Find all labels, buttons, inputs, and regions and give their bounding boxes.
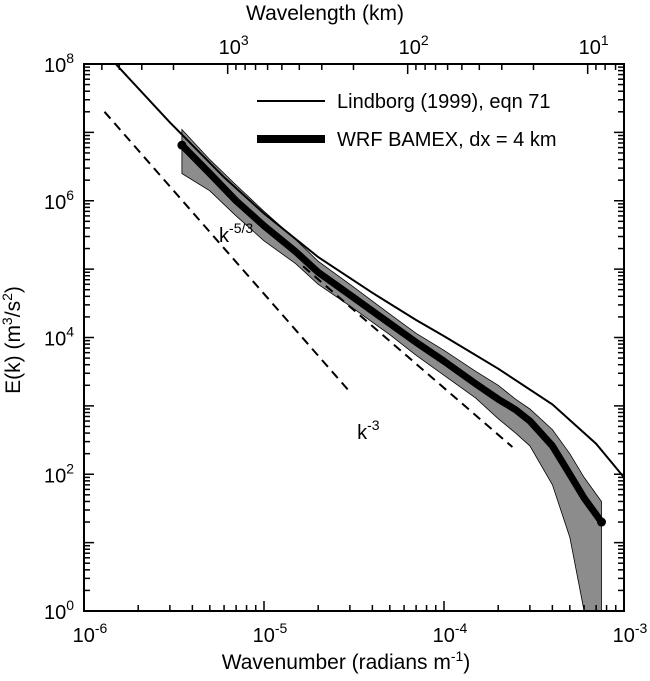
legend: Lindborg (1999), eqn 71 WRF BAMEX, dx = … — [257, 91, 556, 151]
reference-line-k-3 — [103, 111, 351, 393]
series-line-wrf — [178, 141, 605, 526]
series-line-lindborg — [114, 64, 624, 479]
x-tick-label-base: 10 — [73, 625, 95, 647]
x-tick-label-exp: -4 — [455, 620, 468, 636]
legend-label-thin: Lindborg (1999), eqn 71 — [337, 91, 551, 113]
top-tick-label-exp: 2 — [421, 32, 429, 48]
y-tick-label: 102 — [44, 460, 74, 487]
top-tick-label-exp: 1 — [601, 32, 609, 48]
x-axis-title-end: ) — [463, 651, 470, 674]
y-tick-label-base: 10 — [44, 55, 66, 77]
x-tick-label: 10-3 — [613, 620, 648, 647]
series-start-point — [177, 140, 187, 150]
y-tick-label: 108 — [44, 50, 74, 77]
y-tick-label-base: 10 — [44, 602, 66, 624]
y-tick-label-exp: 0 — [66, 597, 74, 613]
annotation-exp: -5/3 — [229, 220, 253, 236]
annotation-label: k-5/3 — [219, 220, 253, 247]
x-axis-title-sup: -1 — [451, 648, 464, 664]
y-tick-label: 106 — [44, 187, 74, 214]
y-axis-title-sup2: 2 — [0, 293, 15, 301]
y-axis-title-main: E(k) (m — [2, 325, 25, 394]
reference-line-k-5-3 — [302, 265, 514, 448]
x-tick-label-exp: -6 — [95, 620, 108, 636]
top-tick-label-exp: 3 — [241, 32, 249, 48]
x-tick-label: 10-4 — [433, 620, 468, 647]
x-tick-label-base: 10 — [253, 625, 275, 647]
y-axis-title-mid: /s — [2, 301, 25, 317]
annotation-base: k — [357, 422, 368, 444]
uncertainty-band — [181, 128, 602, 611]
x-axis-title: Wavenumber (radians m-1) — [222, 648, 471, 674]
plot-layer — [103, 64, 624, 611]
y-axis-title: E(k) (m3/s2) — [0, 286, 25, 394]
top-tick-label: 101 — [579, 32, 609, 59]
x-axis-title-main: Wavenumber (radians m — [222, 651, 451, 674]
y-tick-label: 104 — [44, 324, 74, 351]
top-axis-title: Wavelength (km) — [246, 2, 404, 25]
x-tick-label-base: 10 — [613, 625, 635, 647]
x-tick-label: 10-6 — [73, 620, 108, 647]
y-tick-label-base: 10 — [44, 192, 66, 214]
x-tick-label-exp: -5 — [275, 620, 288, 636]
y-tick-label-exp: 8 — [66, 50, 74, 66]
y-tick-label-exp: 6 — [66, 187, 74, 203]
x-tick-label-base: 10 — [433, 625, 455, 647]
y-tick-label-base: 10 — [44, 329, 66, 351]
top-tick-label: 103 — [219, 32, 249, 59]
top-tick-label-base: 10 — [579, 37, 601, 59]
y-axis-title-end: ) — [2, 286, 25, 293]
x-tick-label-exp: -3 — [635, 620, 648, 636]
y-tick-label-base: 10 — [44, 465, 66, 487]
series-end-point — [597, 517, 607, 527]
top-tick-label: 102 — [399, 32, 429, 59]
annotation-base: k — [219, 225, 230, 247]
annotation-exp: -3 — [367, 417, 380, 433]
y-tick-label-exp: 4 — [66, 324, 74, 340]
y-tick-label: 100 — [44, 597, 74, 624]
top-tick-label-base: 10 — [399, 37, 421, 59]
y-axis-title-sup1: 3 — [0, 317, 15, 325]
annotation-label: k-3 — [357, 417, 380, 444]
legend-label-thick: WRF BAMEX, dx = 4 km — [337, 129, 556, 151]
y-tick-label-exp: 2 — [66, 460, 74, 476]
top-tick-label-base: 10 — [219, 37, 241, 59]
x-tick-label: 10-5 — [253, 620, 288, 647]
